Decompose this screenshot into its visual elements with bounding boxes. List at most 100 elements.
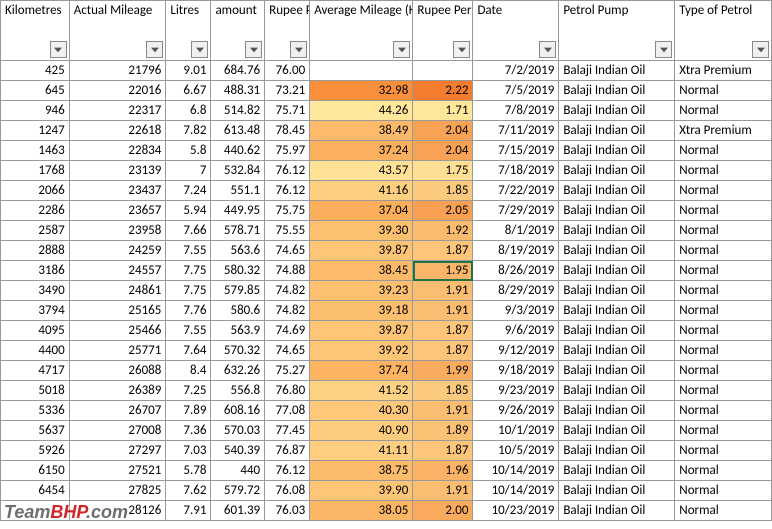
cell-rpk[interactable]: 1.85 xyxy=(413,381,473,401)
cell-date[interactable]: 9/6/2019 xyxy=(473,321,559,341)
cell-amt[interactable]: 514.82 xyxy=(211,101,265,121)
cell-km[interactable]: 2888 xyxy=(1,241,70,261)
cell-amt[interactable]: 601.39 xyxy=(211,501,265,521)
cell-amt[interactable]: 570.03 xyxy=(211,421,265,441)
cell-pump[interactable]: Balaji Indian Oil xyxy=(559,121,675,141)
cell-amt[interactable]: 608.16 xyxy=(211,401,265,421)
cell-km[interactable]: 425 xyxy=(1,61,70,81)
cell-km[interactable]: 5926 xyxy=(1,441,70,461)
cell-date[interactable]: 10/5/2019 xyxy=(473,441,559,461)
cell-rpk[interactable]: 2.04 xyxy=(413,121,473,141)
cell-am[interactable]: 24259 xyxy=(69,241,166,261)
cell-date[interactable]: 7/11/2019 xyxy=(473,121,559,141)
cell-date[interactable]: 8/19/2019 xyxy=(473,241,559,261)
cell-am[interactable]: 27297 xyxy=(69,441,166,461)
cell-am[interactable]: 22016 xyxy=(69,81,166,101)
cell-rpl[interactable]: 76.08 xyxy=(265,481,310,501)
cell-pump[interactable]: Balaji Indian Oil xyxy=(559,481,675,501)
cell-l[interactable]: 5.8 xyxy=(166,141,211,161)
cell-rpk[interactable]: 1.95 xyxy=(413,261,473,281)
cell-rpl[interactable]: 76.87 xyxy=(265,441,310,461)
cell-km[interactable]: 6454 xyxy=(1,481,70,501)
cell-pump[interactable]: Balaji Indian Oil xyxy=(559,341,675,361)
cell-l[interactable]: 7.76 xyxy=(166,301,211,321)
cell-km[interactable]: 1247 xyxy=(1,121,70,141)
cell-am[interactable]: 22834 xyxy=(69,141,166,161)
filter-button-type[interactable] xyxy=(752,41,769,58)
cell-date[interactable]: 9/23/2019 xyxy=(473,381,559,401)
cell-rpl[interactable]: 73.21 xyxy=(265,81,310,101)
cell-pump[interactable]: Balaji Indian Oil xyxy=(559,461,675,481)
cell-avg[interactable]: 40.90 xyxy=(310,421,413,441)
cell-amt[interactable]: 488.31 xyxy=(211,81,265,101)
cell-type[interactable]: Normal xyxy=(675,241,772,261)
cell-l[interactable]: 7.03 xyxy=(166,441,211,461)
filter-button-avg[interactable] xyxy=(393,41,410,58)
cell-amt[interactable]: 563.6 xyxy=(211,241,265,261)
cell-am[interactable]: 25771 xyxy=(69,341,166,361)
cell-rpk[interactable]: 2.22 xyxy=(413,81,473,101)
cell-amt[interactable]: 632.26 xyxy=(211,361,265,381)
cell-amt[interactable]: 684.76 xyxy=(211,61,265,81)
cell-rpk[interactable]: 1.85 xyxy=(413,181,473,201)
cell-am[interactable]: 27521 xyxy=(69,461,166,481)
cell-am[interactable]: 22317 xyxy=(69,101,166,121)
cell-avg[interactable]: 38.45 xyxy=(310,261,413,281)
cell-km[interactable] xyxy=(1,501,70,521)
cell-rpk[interactable]: 1.87 xyxy=(413,321,473,341)
cell-amt[interactable]: 440 xyxy=(211,461,265,481)
cell-date[interactable]: 8/29/2019 xyxy=(473,281,559,301)
cell-l[interactable]: 7.55 xyxy=(166,321,211,341)
cell-am[interactable]: 26389 xyxy=(69,381,166,401)
cell-rpk[interactable]: 1.87 xyxy=(413,441,473,461)
cell-pump[interactable]: Balaji Indian Oil xyxy=(559,61,675,81)
cell-avg[interactable]: 44.26 xyxy=(310,101,413,121)
cell-pump[interactable]: Balaji Indian Oil xyxy=(559,501,675,521)
filter-button-rpl[interactable] xyxy=(290,41,307,58)
filter-button-amt[interactable] xyxy=(245,41,262,58)
cell-rpk[interactable]: 1.75 xyxy=(413,161,473,181)
cell-amt[interactable]: 449.95 xyxy=(211,201,265,221)
cell-avg[interactable]: 38.49 xyxy=(310,121,413,141)
cell-am[interactable]: 26707 xyxy=(69,401,166,421)
cell-rpk[interactable]: 1.96 xyxy=(413,461,473,481)
cell-l[interactable]: 7 xyxy=(166,161,211,181)
cell-km[interactable]: 3186 xyxy=(1,261,70,281)
cell-am[interactable]: 28126 xyxy=(69,501,166,521)
cell-avg[interactable]: 39.18 xyxy=(310,301,413,321)
cell-am[interactable]: 23437 xyxy=(69,181,166,201)
cell-km[interactable]: 6150 xyxy=(1,461,70,481)
cell-l[interactable]: 6.67 xyxy=(166,81,211,101)
cell-date[interactable]: 10/14/2019 xyxy=(473,461,559,481)
cell-km[interactable]: 1768 xyxy=(1,161,70,181)
cell-type[interactable]: Normal xyxy=(675,221,772,241)
cell-rpk[interactable] xyxy=(413,61,473,81)
cell-type[interactable]: Normal xyxy=(675,341,772,361)
cell-type[interactable]: Xtra Premium xyxy=(675,121,772,141)
cell-am[interactable]: 25165 xyxy=(69,301,166,321)
cell-rpk[interactable]: 1.87 xyxy=(413,341,473,361)
cell-amt[interactable]: 570.32 xyxy=(211,341,265,361)
cell-km[interactable]: 2286 xyxy=(1,201,70,221)
cell-date[interactable]: 10/14/2019 xyxy=(473,481,559,501)
cell-type[interactable]: Normal xyxy=(675,481,772,501)
cell-amt[interactable]: 556.8 xyxy=(211,381,265,401)
cell-am[interactable]: 23657 xyxy=(69,201,166,221)
cell-l[interactable]: 7.55 xyxy=(166,241,211,261)
cell-avg[interactable]: 39.87 xyxy=(310,321,413,341)
cell-date[interactable]: 9/18/2019 xyxy=(473,361,559,381)
cell-type[interactable]: Normal xyxy=(675,81,772,101)
cell-amt[interactable]: 580.32 xyxy=(211,261,265,281)
cell-l[interactable]: 8.4 xyxy=(166,361,211,381)
cell-type[interactable]: Normal xyxy=(675,261,772,281)
cell-am[interactable]: 23958 xyxy=(69,221,166,241)
cell-avg[interactable]: 41.16 xyxy=(310,181,413,201)
cell-amt[interactable]: 613.48 xyxy=(211,121,265,141)
cell-avg[interactable]: 32.98 xyxy=(310,81,413,101)
cell-rpk[interactable]: 2.00 xyxy=(413,501,473,521)
cell-rpl[interactable]: 76.80 xyxy=(265,381,310,401)
cell-l[interactable]: 7.82 xyxy=(166,121,211,141)
cell-rpk[interactable]: 1.91 xyxy=(413,301,473,321)
cell-rpk[interactable]: 1.71 xyxy=(413,101,473,121)
cell-date[interactable]: 7/22/2019 xyxy=(473,181,559,201)
